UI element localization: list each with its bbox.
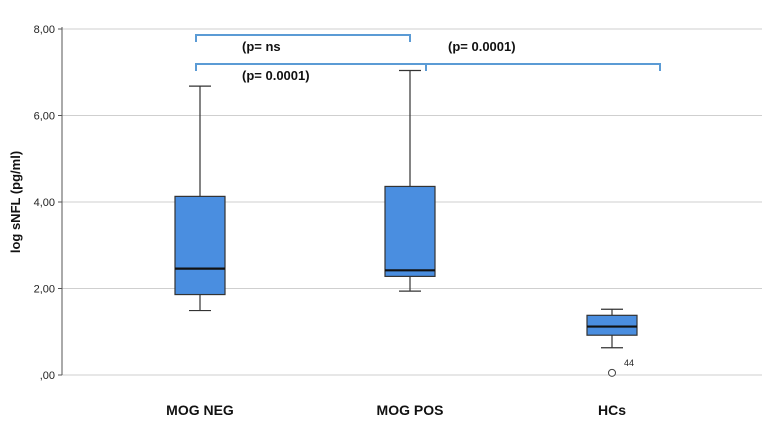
y-axis-title: log sNFL (pg/ml) [8,151,23,253]
outlier-point [608,368,616,377]
box-iqr [384,185,436,277]
significance-bracket [195,34,411,42]
significance-label: (p= 0.0001) [242,68,310,83]
box-iqr [586,314,638,336]
significance-bracket [425,63,661,71]
y-tick-label: 8,00 [34,24,55,36]
y-tick-label: ,00 [40,370,55,382]
y-tick-label: 6,00 [34,111,55,123]
y-tick-label: 2,00 [34,284,55,296]
x-category-label: HCs [598,402,626,418]
x-category-label: MOG POS [377,402,444,418]
significance-label: (p= ns [242,39,281,54]
bracket-layer: (p= ns (p= 0.0001) (p= 0.0001) [195,34,661,83]
significance-bracket [195,63,661,71]
x-category-label: MOG NEG [166,402,234,418]
axis-layer: log sNFL (pg/ml) ,00 2,00 4,00 6,00 8,00 MOG … [8,24,626,418]
outlier-label: 44 [624,358,634,368]
y-tick-label: 4,00 [34,197,55,209]
box-iqr [174,195,226,296]
significance-label: (p= 0.0001) [448,39,516,54]
box-layer: 44 [174,69,638,377]
